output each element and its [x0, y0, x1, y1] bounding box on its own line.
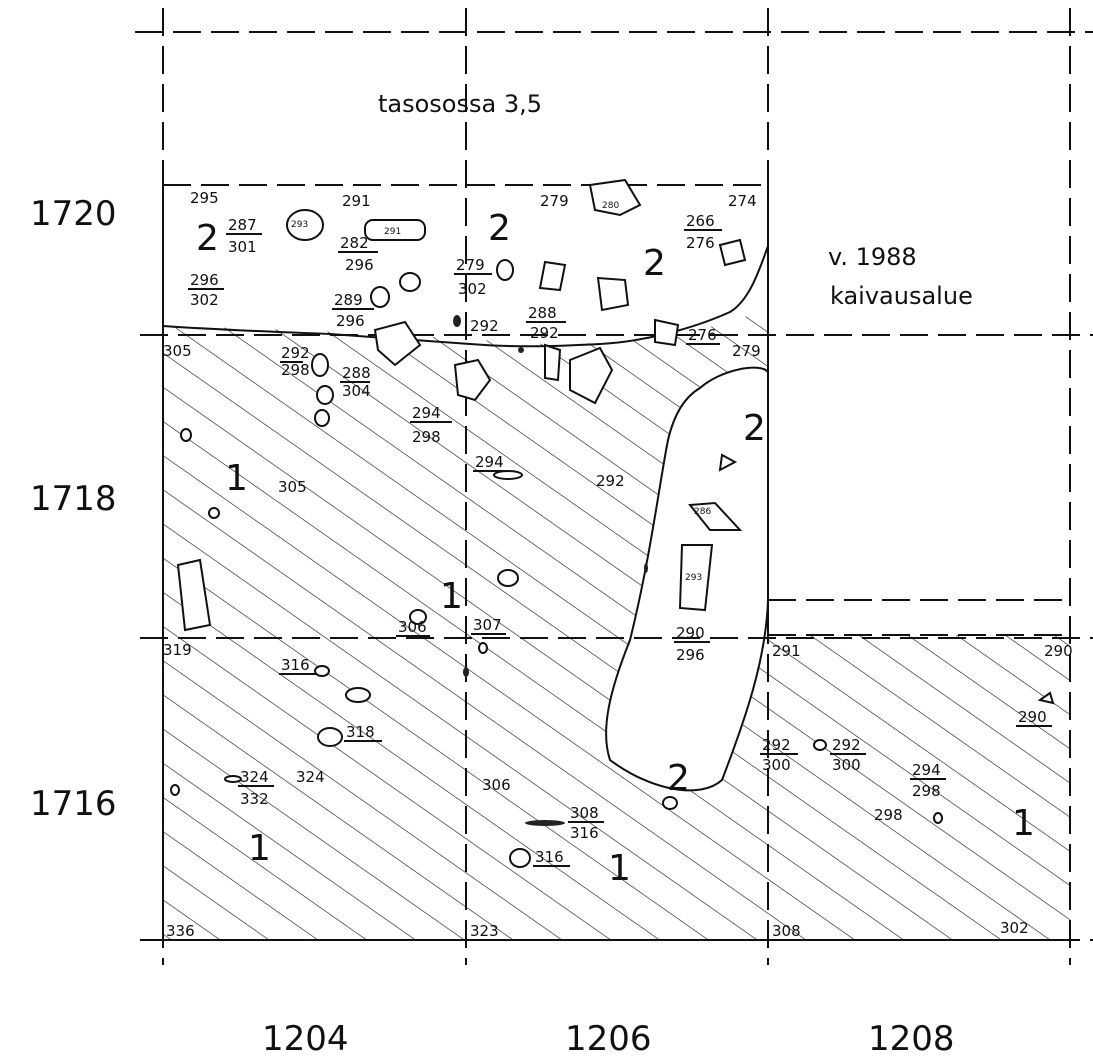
y-coord-1718: 1718: [30, 479, 117, 519]
stone-elevation: 286: [694, 507, 711, 517]
y-coord-1720: 1720: [30, 194, 117, 234]
elevation: 306: [482, 776, 511, 794]
elevation: 274: [728, 192, 757, 210]
elevation: 295: [190, 189, 219, 207]
elevation: 276: [686, 234, 715, 252]
elevation: 296: [336, 312, 365, 330]
elevation: 291: [342, 192, 371, 210]
elevation: 316: [535, 848, 564, 866]
elevation: 290: [1044, 642, 1073, 660]
grid-lines: [135, 8, 1093, 965]
layer-1-label: 1: [225, 458, 248, 499]
stone-elevation: 280: [602, 201, 619, 211]
elevation: 306: [398, 618, 427, 636]
area-label-line2: kaivausalue: [830, 282, 973, 310]
elevation: 282: [340, 234, 369, 252]
elevation: 289: [334, 291, 363, 309]
elevation: 279: [540, 192, 569, 210]
area-label-line1: v. 1988: [828, 243, 917, 271]
elevation: 298: [874, 806, 903, 824]
elevation: 296: [190, 271, 219, 289]
elevation: 294: [412, 404, 441, 422]
elevation: 332: [240, 790, 269, 808]
layer-2-label: 2: [643, 243, 666, 284]
elevation: 298: [412, 428, 441, 446]
stone-elevation: 291: [384, 227, 401, 237]
elevation: 290: [1018, 708, 1047, 726]
elevation: 305: [163, 342, 192, 360]
elevation: 276: [688, 326, 717, 344]
elevation: 292: [832, 736, 861, 754]
elevation: 292: [762, 736, 791, 754]
elevation: 266: [686, 212, 715, 230]
elevation: 291: [772, 642, 801, 660]
layer-1-label: 1: [608, 848, 631, 889]
elevation: 318: [346, 723, 375, 741]
elevation: 323: [470, 922, 499, 940]
elevation: 296: [345, 256, 374, 274]
layer-2-label: 2: [667, 758, 690, 799]
elevation: 301: [228, 238, 257, 256]
elevation: 324: [296, 768, 325, 786]
elevation: 336: [166, 922, 195, 940]
elevation: 324: [240, 768, 269, 786]
layer-1-label: 1: [1012, 803, 1035, 844]
elevation: 300: [762, 756, 791, 774]
x-coord-1208: 1208: [868, 1019, 955, 1059]
elevation: 308: [772, 922, 801, 940]
layer-1-label: 1: [440, 576, 463, 617]
elevation: 302: [1000, 919, 1029, 937]
layer-boundary: [162, 245, 769, 348]
x-coord-1206: 1206: [565, 1019, 652, 1059]
elevation: 305: [278, 478, 307, 496]
stone-elevation: 293: [685, 573, 702, 583]
elevation: 279: [456, 256, 485, 274]
elevation-labels: 295 291 279 274 287 301 282 296 266 276 …: [163, 189, 1073, 940]
elevation: 294: [475, 453, 504, 471]
y-coord-1716: 1716: [30, 784, 117, 824]
elevation: 308: [570, 804, 599, 822]
elevation: 292: [596, 472, 625, 490]
elevation: 298: [281, 361, 310, 379]
elevation: 304: [342, 382, 371, 400]
elevation: 319: [163, 641, 192, 659]
layer-2-label: 2: [196, 218, 219, 259]
stones: [170, 178, 1055, 868]
elevation: 316: [570, 824, 599, 842]
elevation: 316: [281, 656, 310, 674]
elevation: 288: [342, 364, 371, 382]
dark-finds: [453, 315, 648, 826]
layer-2-label: 2: [488, 208, 511, 249]
elevation: 290: [676, 624, 705, 642]
elevation: 302: [458, 280, 487, 298]
elevation: 307: [473, 616, 502, 634]
elevation: 292: [470, 317, 499, 335]
elevation: 279: [732, 342, 761, 360]
elevation: 296: [676, 646, 705, 664]
elevation: 298: [912, 782, 941, 800]
elevation: 292: [530, 324, 559, 342]
elevation: 302: [190, 291, 219, 309]
elevation: 287: [228, 216, 257, 234]
layer-1-label: 1: [248, 828, 271, 869]
stone-elevation: 293: [291, 220, 308, 230]
elevation: 294: [912, 761, 941, 779]
layer-2-label: 2: [743, 408, 766, 449]
x-coord-1204: 1204: [262, 1019, 349, 1059]
elevation: 292: [281, 344, 310, 362]
elevation: 288: [528, 304, 557, 322]
level-label: tasosossa 3,5: [378, 90, 542, 118]
elevation: 300: [832, 756, 861, 774]
